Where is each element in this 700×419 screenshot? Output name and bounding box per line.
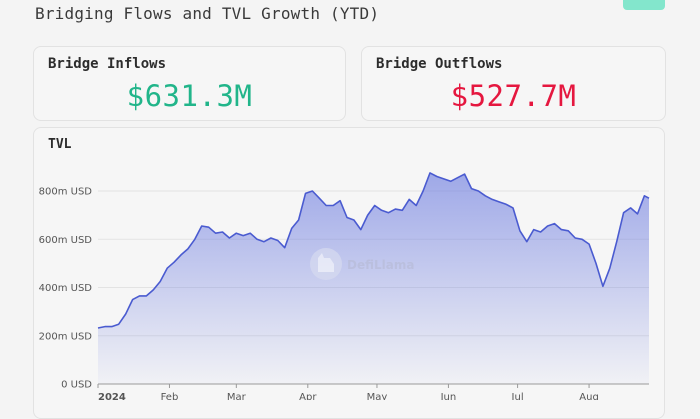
x-tick-label: Jul xyxy=(511,392,524,400)
defillama-logo: DefiLlama xyxy=(310,248,414,280)
chart-title: TVL xyxy=(48,137,72,152)
x-tick-label: Jun xyxy=(440,392,457,400)
x-tick-label: Feb xyxy=(161,392,179,400)
outflows-card: Bridge Outflows $527.7M xyxy=(361,46,666,121)
y-tick-label: 400m USD xyxy=(39,283,93,294)
x-tick-label: Aug xyxy=(579,392,599,400)
inflows-card: Bridge Inflows $631.3M xyxy=(33,46,346,121)
watermark-text: DefiLlama xyxy=(347,258,414,272)
inflows-value: $631.3M xyxy=(126,79,253,113)
x-tick-label: Mar xyxy=(227,392,247,400)
outflows-label: Bridge Outflows xyxy=(376,56,503,72)
x-tick-label: Apr xyxy=(299,392,317,400)
x-tick-label: May xyxy=(367,392,388,400)
tvl-line xyxy=(97,172,650,329)
inflows-label: Bridge Inflows xyxy=(48,56,167,72)
y-tick-label: 600m USD xyxy=(39,235,93,246)
x-tick-label: 2024 xyxy=(98,392,126,400)
corner-badge[interactable] xyxy=(623,0,665,10)
page-title: Bridging Flows and TVL Growth (YTD) xyxy=(35,4,380,23)
y-tick-label: 800m USD xyxy=(39,187,93,198)
y-tick-label: 0 USD xyxy=(61,380,92,391)
y-tick-label: 200m USD xyxy=(39,331,93,342)
tvl-area xyxy=(98,172,649,384)
tvl-chart: 0 USD 200m USD 400m USD 600m USD 800m USD 202… xyxy=(39,172,650,400)
outflows-value: $527.7M xyxy=(450,79,577,113)
